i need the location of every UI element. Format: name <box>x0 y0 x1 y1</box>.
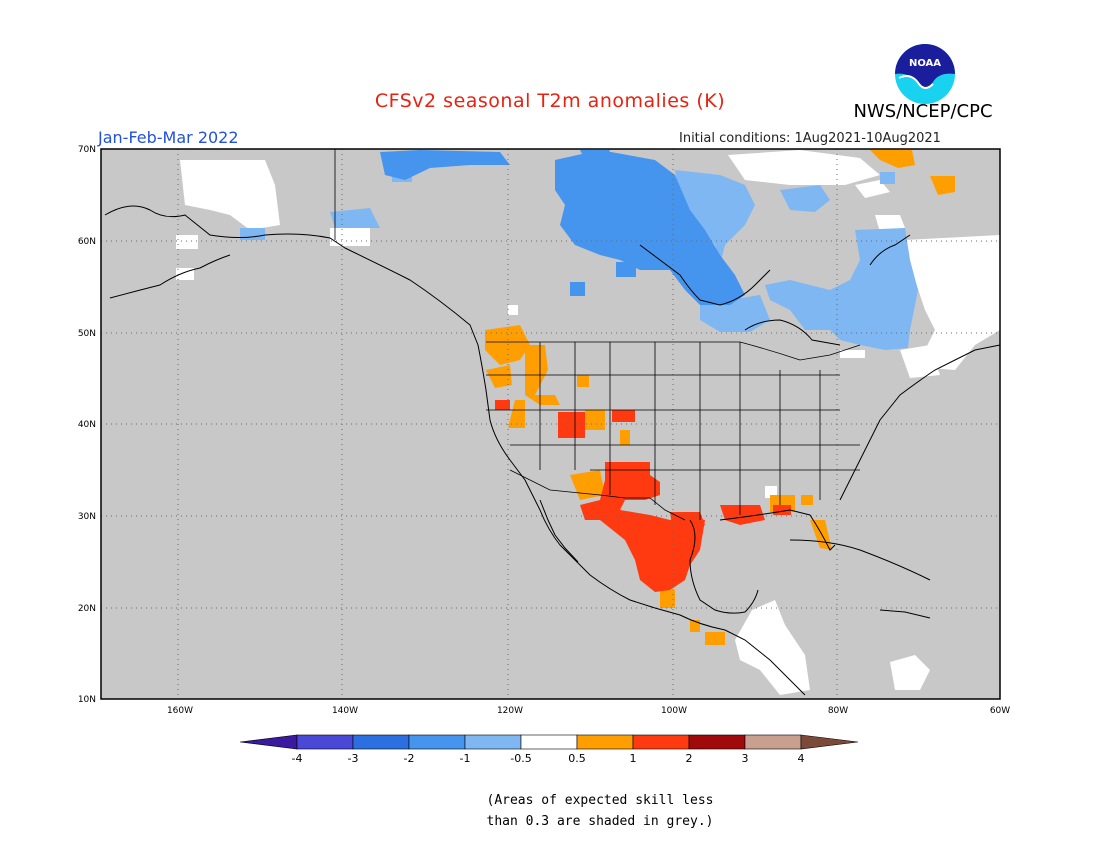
legend-swatch <box>520 734 578 750</box>
color-legend: -4 -3 -2 -1 -0.5 0.5 1 2 3 4 <box>239 734 859 765</box>
noaa-logo-text: NOAA <box>909 58 941 69</box>
map-frame <box>100 148 1001 700</box>
lon-label: 120W <box>497 706 523 716</box>
legend-label: -0.5 <box>510 752 531 765</box>
lat-label: 40N <box>78 420 96 430</box>
legend-label: 2 <box>686 752 693 765</box>
neutral-anomaly-areas <box>176 150 1000 695</box>
legend-label: 4 <box>798 752 805 765</box>
lat-label: 60N <box>78 237 96 247</box>
legend-swatch <box>688 734 746 750</box>
map-gridlines <box>101 149 1000 699</box>
lon-label: 80W <box>828 706 848 716</box>
legend-label: -3 <box>348 752 359 765</box>
legend-label: -1 <box>460 752 471 765</box>
map-background <box>101 149 1000 699</box>
map-title: CFSv2 seasonal T2m anomalies (K) <box>374 90 726 112</box>
initial-conditions-label: Initial conditions: 1Aug2021-10Aug2021 <box>679 131 941 146</box>
skill-footnote: (Areas of expected skill less than 0.3 a… <box>430 790 770 832</box>
lat-label: 10N <box>78 695 96 705</box>
lat-label: 50N <box>78 329 96 339</box>
lat-label: 70N <box>78 145 96 155</box>
legend-swatch <box>296 734 354 750</box>
legend-arrow-high <box>800 734 859 750</box>
lat-label: 20N <box>78 604 96 614</box>
legend-swatch <box>352 734 410 750</box>
lon-label: 160W <box>167 706 193 716</box>
coastlines <box>104 205 1001 696</box>
period-label: Jan-Feb-Mar 2022 <box>98 128 239 147</box>
legend-label: 1 <box>630 752 637 765</box>
legend-label: 0.5 <box>568 752 586 765</box>
footnote-line-1: (Areas of expected skill less <box>486 793 714 808</box>
legend-swatch <box>576 734 634 750</box>
legend-label: 3 <box>742 752 749 765</box>
legend-swatch <box>632 734 690 750</box>
legend-label: -2 <box>404 752 415 765</box>
lat-label: 30N <box>78 512 96 522</box>
legend-swatch <box>744 734 802 750</box>
legend-swatch <box>464 734 522 750</box>
agency-label: NWS/NCEP/CPC <box>853 101 993 122</box>
legend-label: -4 <box>292 752 303 765</box>
lon-label: 140W <box>332 706 358 716</box>
noaa-logo: NOAA <box>895 44 955 104</box>
footnote-line-2: than 0.3 are shaded in grey.) <box>486 814 714 829</box>
longitude-labels: 160W 140W 120W 100W 80W 60W <box>167 706 1010 716</box>
warm-anomaly-strong <box>495 400 791 592</box>
latitude-labels: 70N 60N 50N 40N 30N 20N 10N <box>78 145 96 705</box>
legend-swatch <box>408 734 466 750</box>
cold-anomaly-medium <box>380 150 745 305</box>
political-borders <box>334 149 861 521</box>
lon-label: 100W <box>661 706 687 716</box>
legend-arrow-low <box>239 734 298 750</box>
lon-label: 60W <box>990 706 1010 716</box>
